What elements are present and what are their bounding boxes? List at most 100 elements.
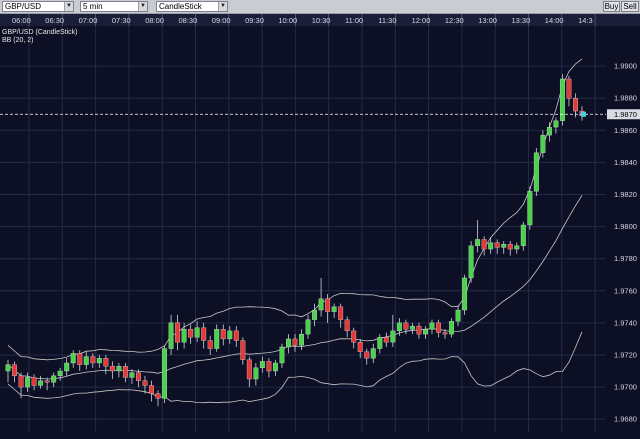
timeframe-select[interactable]: 5 min ▼ [80, 1, 148, 12]
candle-body [201, 327, 207, 341]
candle-body [162, 348, 167, 399]
candle-body [390, 330, 396, 343]
candle-body [449, 321, 454, 335]
chart-type-select[interactable]: CandleStick ▼ [156, 1, 228, 12]
candle-body [507, 244, 513, 250]
candle-body [149, 385, 154, 394]
candle-body [468, 245, 474, 279]
candle-body [175, 322, 181, 343]
candle-body [5, 364, 11, 372]
symbol-select[interactable]: GBP/USD ▼ [2, 1, 74, 12]
candle-body [188, 329, 194, 338]
time-tick-label: 08:00 [145, 16, 164, 25]
candle-body [292, 338, 298, 346]
candle-body [559, 78, 565, 121]
time-tick-label: 13:30 [512, 16, 531, 25]
candle-body [396, 322, 402, 332]
current-price-line: 1.9870 [0, 109, 640, 120]
candle-body [338, 306, 344, 320]
candle-body [246, 359, 252, 380]
candle-body [409, 325, 415, 330]
candle-body [429, 322, 435, 330]
candle-body [259, 361, 265, 368]
candle-body [462, 277, 468, 311]
candle-body [325, 298, 331, 312]
candle-body [64, 362, 70, 372]
candle-body [57, 370, 63, 376]
candle-body [436, 322, 441, 333]
candle-body [227, 330, 233, 340]
time-tick-label: 12:30 [445, 16, 464, 25]
candle-body [383, 337, 389, 343]
candle-body [253, 367, 259, 380]
candle-body [25, 377, 31, 388]
candle-body [331, 306, 337, 312]
price-tick-label: 1.9680 [614, 415, 637, 424]
candle-body [181, 329, 187, 343]
symbol-select-value: GBP/USD [5, 2, 42, 11]
candle-body [566, 78, 572, 99]
candle-body [142, 380, 148, 386]
chevron-down-icon[interactable]: ▼ [138, 2, 147, 11]
current-price-label: 1.9870 [614, 110, 637, 119]
price-tick-label: 1.9740 [614, 318, 637, 327]
candle-body [122, 366, 128, 378]
chevron-down-icon[interactable]: ▼ [218, 2, 227, 11]
candle-body [494, 242, 500, 248]
time-tick-label: 06:00 [12, 16, 31, 25]
candle-body [540, 134, 546, 153]
candle-body [501, 244, 507, 248]
price-axis: 1.9900 1.9880 1.9860 1.9840 1.9820 1.9800 1.97… [614, 62, 637, 424]
price-tick-label: 1.9800 [614, 222, 637, 231]
time-tick-label: 10:30 [312, 16, 331, 25]
time-tick-label: 09:00 [212, 16, 231, 25]
candle-body [214, 329, 220, 349]
chart-toolbar: GBP/USD ▼ 5 min ▼ CandleStick ▼ Buy Sell [0, 0, 640, 14]
candle-body [31, 377, 37, 386]
candle-body [351, 330, 357, 343]
candle-body [207, 340, 213, 349]
candle-body [109, 366, 115, 372]
price-tick-label: 1.9860 [614, 126, 637, 135]
chevron-down-icon[interactable]: ▼ [64, 2, 73, 11]
candle-body [136, 372, 141, 381]
chart-type-select-value: CandleStick [159, 2, 202, 11]
sell-button[interactable]: Sell [621, 1, 639, 12]
candle-body [416, 325, 422, 335]
candle-body [520, 224, 526, 246]
time-tick-label: 08:30 [179, 16, 198, 25]
candle-body [103, 358, 109, 367]
candle-body [83, 356, 89, 365]
candle-body [272, 362, 278, 372]
candle-body [455, 309, 461, 322]
candle-body [488, 242, 494, 250]
candle-body [423, 329, 428, 335]
bollinger-lower-band [7, 331, 583, 404]
candle-body [90, 356, 96, 364]
time-tick-label: 14:00 [545, 16, 564, 25]
time-tick-label: 13:00 [478, 16, 497, 25]
candle-body [38, 380, 44, 386]
candle-body [312, 309, 318, 320]
time-tick-label: 07:30 [112, 16, 131, 25]
price-tick-label: 1.9840 [614, 158, 637, 167]
time-tick-label: 06:30 [45, 16, 64, 25]
candle-body [116, 366, 122, 372]
price-tick-label: 1.9760 [614, 286, 637, 295]
time-tick-label: 11:30 [378, 16, 396, 25]
candle-body [553, 120, 559, 128]
candle-body [481, 239, 487, 250]
candle-body [514, 245, 520, 250]
price-tick-label: 1.9880 [614, 94, 637, 103]
candlestick-chart[interactable]: 06:00 06:30 07:00 07:30 08:00 08:30 09:00 09:30… [0, 14, 640, 439]
price-tick-label: 1.9720 [614, 350, 637, 359]
buy-button[interactable]: Buy [603, 1, 620, 12]
candle-body [344, 319, 350, 332]
candle-body [18, 375, 24, 388]
price-tick-label: 1.9700 [614, 383, 637, 392]
time-tick-label: 14:3 [578, 16, 593, 25]
candle-body [442, 332, 448, 335]
candle-body [318, 298, 324, 311]
chart-title: GBP/USD (CandleStick) [2, 29, 77, 36]
